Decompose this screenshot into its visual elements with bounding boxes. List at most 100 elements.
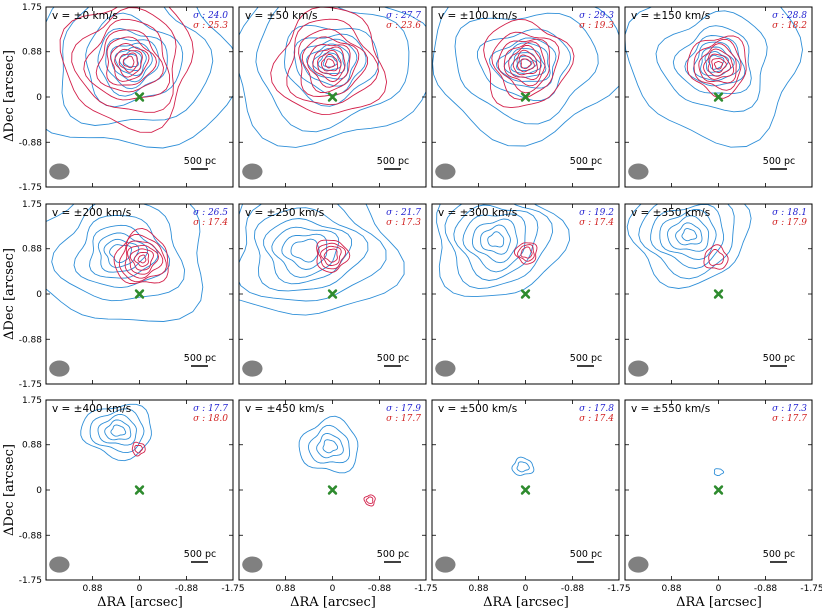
red-contour xyxy=(110,42,150,82)
y-tick-label: -0.88 xyxy=(19,335,43,345)
x-tick-label: 0.88 xyxy=(82,584,102,594)
beam-ellipse xyxy=(435,556,456,573)
y-tick-label: -0.88 xyxy=(19,531,43,541)
blue-contour xyxy=(503,47,547,78)
red-contour xyxy=(512,49,538,76)
x-tick-label: 0 xyxy=(330,584,336,594)
red-contour xyxy=(129,248,154,271)
blue-contour xyxy=(713,468,725,477)
x-tick-label: -0.88 xyxy=(561,584,585,594)
x-tick-label: -0.88 xyxy=(754,584,778,594)
contour-group xyxy=(436,204,571,298)
red-contour xyxy=(137,254,147,264)
sigma-blue-label: σ : 28.8 xyxy=(772,11,807,21)
channel-panel: 500 pc v = ±300 km/s σ : 19.2σ : 17.4 xyxy=(431,203,620,385)
velocity-label: v = ±200 km/s xyxy=(52,207,131,219)
blue-contour xyxy=(97,28,168,97)
x-tick-label: 0 xyxy=(137,584,143,594)
blue-contour xyxy=(322,439,339,454)
velocity-label: v = ±0 km/s xyxy=(52,10,118,22)
red-contour xyxy=(124,240,164,279)
beam-ellipse xyxy=(49,163,70,180)
velocity-label: v = ±300 km/s xyxy=(438,207,517,219)
y-axis-title: ΔDec [arcsec] xyxy=(2,444,17,536)
channel-panel: 500 pc v = ±450 km/s σ : 17.9σ : 17.7 0.88 0… xyxy=(238,399,438,594)
blue-contour xyxy=(317,52,342,71)
x-tick-label: 0 xyxy=(523,584,529,594)
channel-panel: 500 pc v = ±250 km/s σ : 21.7σ : 17.3 xyxy=(238,203,427,385)
blue-contour xyxy=(312,48,346,75)
blue-contour xyxy=(263,218,353,285)
contour-group xyxy=(626,204,752,289)
blue-contour xyxy=(239,7,426,148)
sigma-red-label: σ : 17.9 xyxy=(772,218,807,228)
scale-bar-label: 500 pc xyxy=(570,549,602,560)
agn-marker xyxy=(134,289,145,299)
blue-contour xyxy=(480,224,511,255)
sigma-blue-label: σ : 29.3 xyxy=(579,11,614,21)
y-tick-label: -1.75 xyxy=(19,183,42,193)
red-contour xyxy=(106,36,157,86)
blue-contour xyxy=(306,43,350,80)
blue-contour xyxy=(110,424,127,437)
blue-contour xyxy=(239,204,387,302)
channel-panel: 500 pc v = ±0 km/s σ : 24.0σ : 25.3 1.75 0.8… xyxy=(19,3,234,193)
x-tick-label: -1.75 xyxy=(221,584,244,594)
sigma-blue-label: σ : 26.5 xyxy=(193,208,228,218)
red-contour xyxy=(517,54,535,73)
velocity-label: v = ±450 km/s xyxy=(245,403,324,415)
red-contour xyxy=(320,245,342,266)
sigma-red-label: σ : 25.3 xyxy=(193,21,228,31)
blue-contour xyxy=(103,238,140,268)
red-contour xyxy=(134,444,143,454)
sigma-blue-label: σ : 27.7 xyxy=(386,11,421,21)
red-contour xyxy=(703,244,729,270)
blue-contour xyxy=(284,24,379,107)
blue-contour xyxy=(510,52,542,75)
y-tick-label: 0 xyxy=(36,290,42,300)
blue-contour xyxy=(650,204,725,269)
blue-contour xyxy=(432,7,619,147)
sigma-red-label: σ : 17.7 xyxy=(772,414,807,424)
sigma-blue-label: σ : 18.1 xyxy=(772,208,807,218)
x-tick-label: -1.75 xyxy=(800,584,822,594)
sigma-blue-label: σ : 17.8 xyxy=(579,404,614,414)
red-contour xyxy=(503,41,546,87)
contour-group xyxy=(298,415,376,507)
blue-contour xyxy=(655,10,768,113)
sigma-blue-label: σ : 17.9 xyxy=(386,404,421,414)
red-contour xyxy=(95,29,164,93)
blue-contour xyxy=(104,419,132,441)
scale-bar-label: 500 pc xyxy=(377,156,409,167)
x-tick-label: 0.88 xyxy=(468,584,488,594)
y-tick-label: 0.88 xyxy=(22,48,42,58)
blue-contour xyxy=(472,218,518,264)
sigma-red-label: σ : 17.3 xyxy=(386,218,421,228)
velocity-label: v = ±550 km/s xyxy=(631,403,710,415)
y-tick-label: 0.88 xyxy=(22,245,42,255)
sigma-red-label: σ : 19.3 xyxy=(579,21,614,31)
agn-marker xyxy=(134,92,145,102)
sigma-blue-label: σ : 17.3 xyxy=(772,404,807,414)
blue-contour xyxy=(89,224,159,279)
red-contour xyxy=(703,48,735,80)
agn-marker xyxy=(520,92,531,102)
blue-contour xyxy=(298,415,359,474)
red-contour xyxy=(286,18,379,106)
red-contour xyxy=(320,53,339,72)
red-contour xyxy=(312,46,346,83)
blue-contour xyxy=(692,41,741,82)
sigma-red-label: σ : 18.0 xyxy=(193,414,228,424)
x-axis-title: ΔRA [arcsec] xyxy=(676,595,762,610)
y-tick-label: 1.75 xyxy=(22,396,42,406)
agn-marker xyxy=(520,485,531,495)
blue-contour xyxy=(271,226,340,278)
red-contour xyxy=(59,7,194,133)
contour-group xyxy=(239,7,426,148)
blue-contour xyxy=(85,12,184,108)
velocity-label: v = ±50 km/s xyxy=(245,10,318,22)
scale-bar-label: 500 pc xyxy=(377,549,409,560)
sigma-red-label: σ : 17.7 xyxy=(386,414,421,424)
red-contour xyxy=(363,494,376,507)
